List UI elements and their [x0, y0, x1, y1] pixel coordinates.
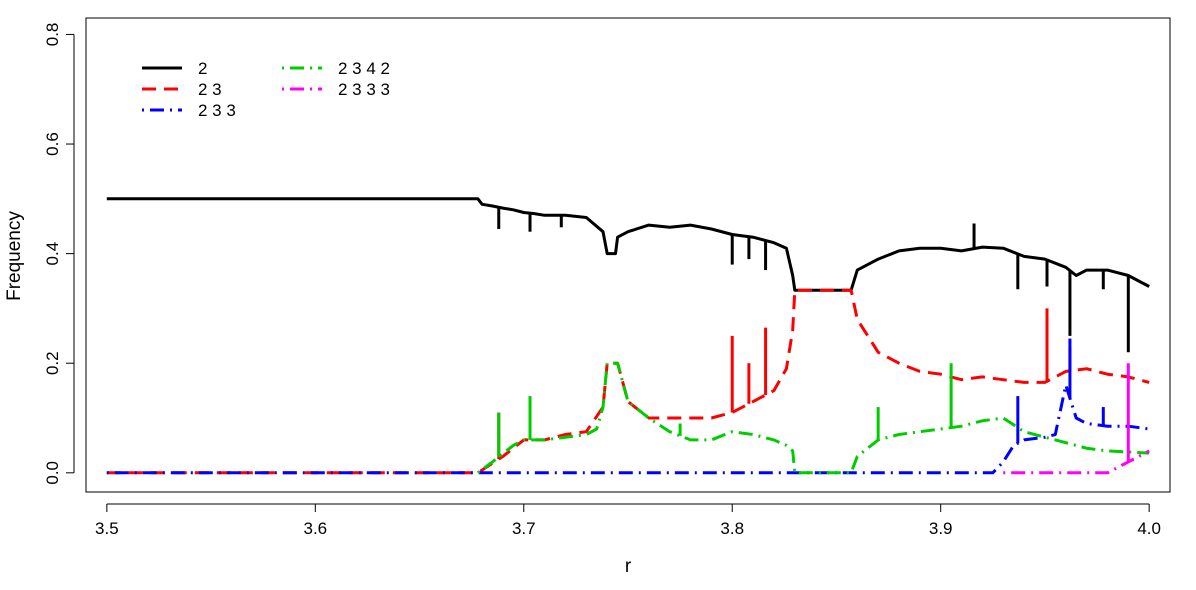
series-line-5 [1003, 449, 1150, 475]
series-line-2 [106, 288, 1150, 475]
legend-label-3: 2 3 3 [198, 101, 236, 120]
y-tick-label: 0.6 [43, 132, 62, 156]
legend-label-1: 2 [198, 59, 207, 78]
plot-frame [85, 17, 1171, 493]
legend-label-4: 2 3 4 2 [338, 59, 390, 78]
x-tick-label: 3.6 [303, 519, 327, 538]
series-line-4 [477, 361, 1150, 475]
y-tick-label: 0.2 [43, 351, 62, 375]
series-line-3 [106, 383, 1150, 475]
legend-label-5: 2 3 3 3 [338, 80, 390, 99]
series-line-1 [106, 197, 1150, 292]
x-tick-label: 4.0 [1137, 519, 1161, 538]
y-tick-label: 0.8 [43, 23, 62, 47]
x-tick-label: 3.9 [929, 519, 953, 538]
axes: 3.5 3.6 3.7 3.8 3.9 4.0 0.0 0.2 0.4 0.6 0.8 [43, 17, 1171, 538]
x-tick-label: 3.8 [720, 519, 744, 538]
legend-label-2: 2 3 [198, 80, 222, 99]
y-axis-title: Frequency [4, 211, 25, 301]
x-tick-label: 3.5 [95, 519, 119, 538]
y-tick-label: 0.0 [43, 461, 62, 485]
x-axis-title: r [625, 556, 632, 577]
y-tick-label: 0.4 [43, 242, 62, 266]
legend: 2 2 3 2 3 3 2 3 4 2 2 3 3 3 [142, 59, 390, 120]
x-tick-label: 3.7 [512, 519, 536, 538]
plot-area [106, 197, 1150, 475]
